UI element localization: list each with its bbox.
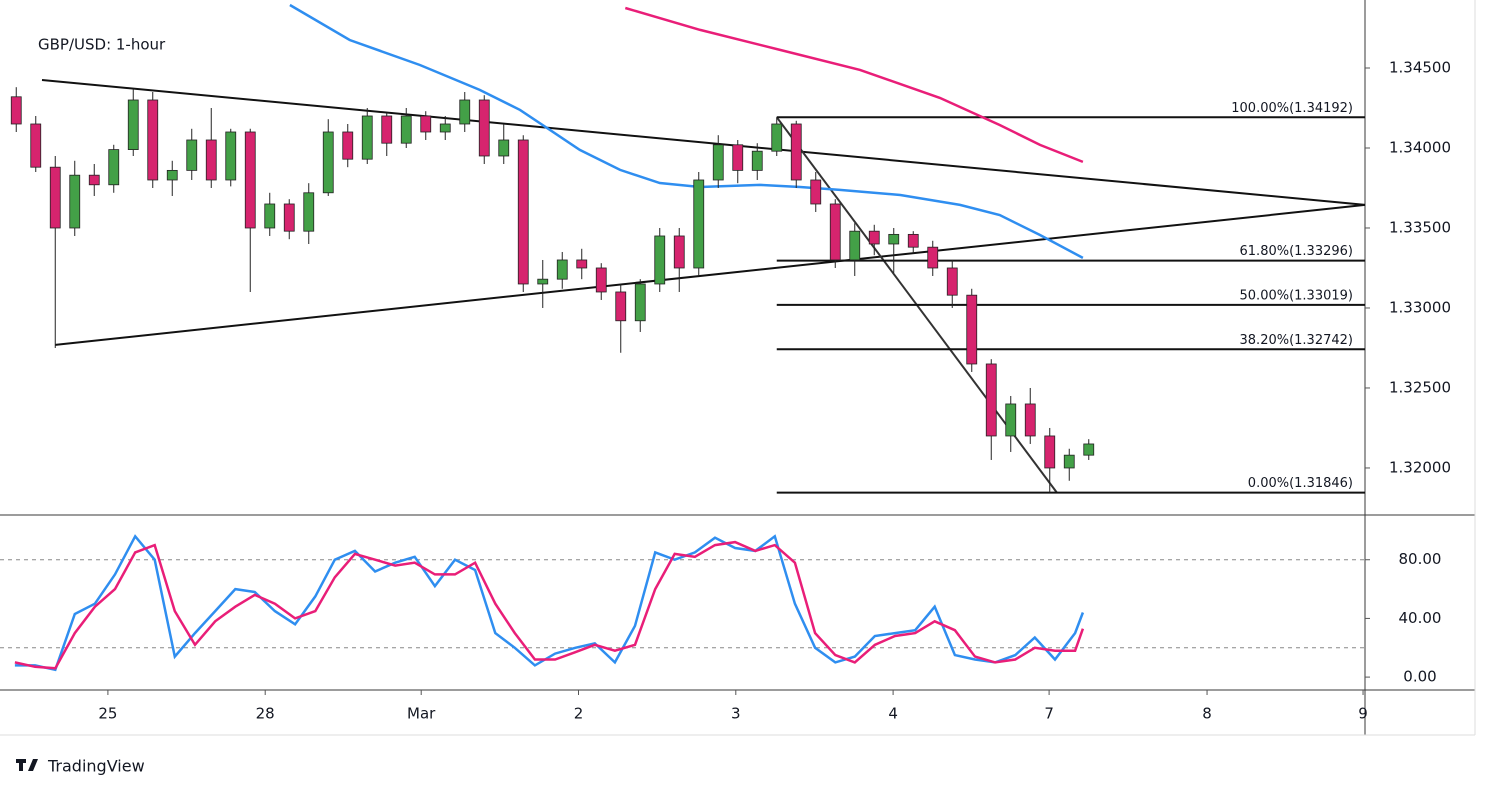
candle-body [1044,435,1056,469]
candle-body [537,278,549,285]
y-tick-label: 1.33000 [1389,298,1451,316]
candle-body [790,123,802,181]
candle-body [576,259,588,269]
frame [0,0,1476,736]
candle-body [1083,443,1095,456]
candle-body [459,99,471,125]
candle-body [225,131,237,181]
x-tick-label: 28 [256,705,275,723]
candle-body [751,150,763,171]
x-tick-label: 8 [1202,705,1212,723]
y-tick-label: 80.00 [1399,550,1442,568]
candle-body [849,230,861,261]
x-tick-label: 9 [1358,705,1368,723]
candle-body [322,131,334,194]
candle-body [712,144,724,181]
candle-body [517,139,529,285]
candle-body [88,174,100,186]
candle-body [244,131,256,229]
candle-body [771,123,783,152]
x-tick-label: 7 [1044,705,1054,723]
candle-body [829,203,841,261]
candle-body [205,139,217,181]
candle-body [595,267,607,293]
fib-label: 38.20%(1.32742) [1240,333,1353,348]
candle-body [10,96,22,125]
candle-body [108,149,120,186]
candle-body [673,235,685,269]
candle-body [478,99,490,157]
candle-body [147,99,159,181]
candle-body [966,294,978,365]
x-tick-label: 25 [98,705,117,723]
candle-body [69,174,81,229]
y-tick-label: 1.32500 [1389,378,1451,396]
candle-body [439,123,451,133]
x-tick-label: 3 [731,705,741,723]
candle-body [400,115,412,144]
candle-body [810,179,822,205]
fib-label: 61.80%(1.33296) [1240,244,1353,259]
candle-body [1005,403,1017,437]
candle-body [420,115,432,133]
candle-body [556,259,568,280]
moving-average [624,6,1084,164]
x-tick-label: Mar [407,705,436,723]
y-tick-label: 1.33500 [1389,218,1451,236]
oscillator-line [14,540,1085,670]
candle-body [361,115,373,160]
candle-body [303,192,315,232]
candle-body [985,363,997,437]
fib-label: 0.00%(1.31846) [1248,476,1353,491]
candle-body [381,115,393,144]
logo-icon [16,759,38,771]
trendline [41,79,1366,206]
candle-body [907,233,919,248]
fib-label: 100.00%(1.34192) [1231,101,1353,116]
trendline [55,203,1366,346]
candle-body [615,291,627,322]
x-tick-label: 4 [888,705,898,723]
candle-body [1063,454,1075,469]
candle-body [732,144,744,171]
candle-body [868,230,880,245]
y-tick-label: 1.32000 [1389,458,1451,476]
candle-body [264,203,276,229]
candle-body [634,283,646,322]
candle-body [654,235,666,285]
candle-body [693,179,705,269]
brand: TradingView [47,757,145,776]
y-tick-label: 1.34500 [1389,58,1451,76]
candle-body [927,246,939,269]
x-tick-label: 2 [574,705,584,723]
candle-body [30,123,42,168]
candle-body [166,169,178,181]
candle-body [946,267,958,296]
candle-body [342,131,354,160]
candle-body [127,99,139,150]
candle-body [49,166,61,229]
candle-body [888,233,900,245]
candle-body [498,139,510,157]
fib-label: 50.00%(1.33019) [1240,288,1353,303]
y-tick-label: 40.00 [1399,609,1442,627]
chart-title: GBP/USD: 1-hour [38,36,166,54]
logo: TradingView [16,757,145,776]
candle-body [1024,403,1036,437]
candle-body [186,139,198,171]
candle-body [283,203,295,232]
y-tick-label: 0.00 [1403,668,1436,686]
oscillator-line [14,534,1085,672]
y-tick-label: 1.34000 [1389,138,1451,156]
